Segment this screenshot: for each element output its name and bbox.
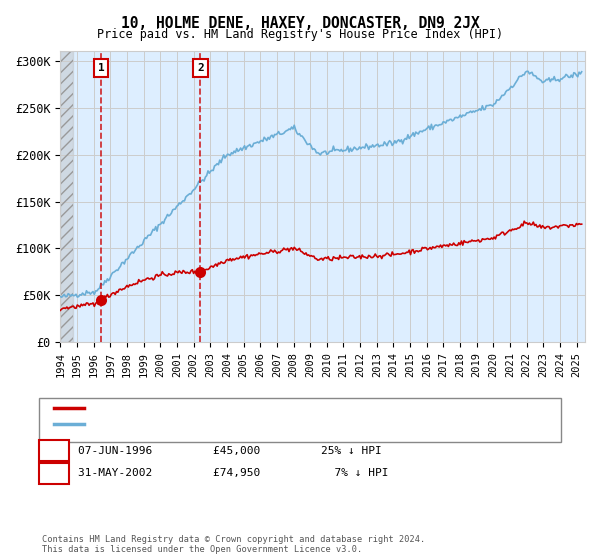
Text: 2: 2 — [197, 63, 204, 73]
Text: 31-MAY-2002         £74,950           7% ↓ HPI: 31-MAY-2002 £74,950 7% ↓ HPI — [78, 468, 389, 478]
Text: 10, HOLME DENE, HAXEY, DONCASTER, DN9 2JX: 10, HOLME DENE, HAXEY, DONCASTER, DN9 2J… — [121, 16, 479, 31]
Text: 1: 1 — [98, 63, 104, 73]
Text: 1: 1 — [50, 446, 58, 456]
Text: 10, HOLME DENE, HAXEY, DONCASTER, DN9 2JX (detached house): 10, HOLME DENE, HAXEY, DONCASTER, DN9 2J… — [93, 403, 455, 413]
Bar — [61, 52, 73, 342]
Bar — [61, 52, 73, 342]
Text: 07-JUN-1996         £45,000         25% ↓ HPI: 07-JUN-1996 £45,000 25% ↓ HPI — [78, 446, 382, 456]
Text: HPI: Average price, detached house, North Lincolnshire: HPI: Average price, detached house, Nort… — [93, 419, 431, 430]
Text: 2: 2 — [50, 468, 58, 478]
Text: Price paid vs. HM Land Registry's House Price Index (HPI): Price paid vs. HM Land Registry's House … — [97, 28, 503, 41]
Text: Contains HM Land Registry data © Crown copyright and database right 2024.
This d: Contains HM Land Registry data © Crown c… — [42, 535, 425, 554]
